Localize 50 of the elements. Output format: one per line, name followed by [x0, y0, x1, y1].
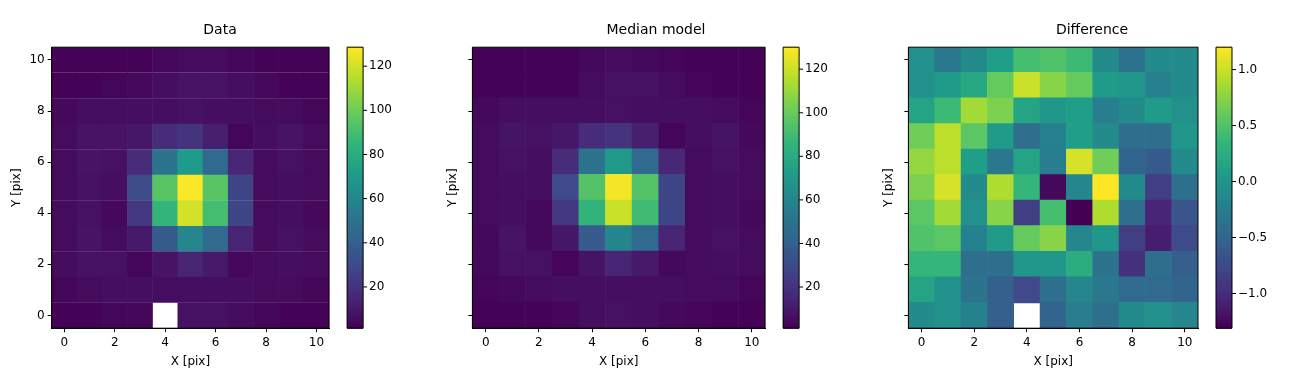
chart-title: Difference	[1055, 21, 1129, 38]
x-tick-label: 8	[1128, 334, 1136, 349]
color-bar-label: 60	[369, 190, 385, 205]
chart-title: Data	[203, 21, 237, 38]
color-bar-label: 100	[369, 102, 392, 117]
x-tick-label: 4	[588, 334, 596, 349]
x-tick-label: 6	[1075, 334, 1084, 349]
x-tick-label: 2	[110, 334, 119, 349]
x-tick-label: 0	[917, 334, 926, 349]
y-axis-title: Y [pix]	[9, 168, 24, 208]
color-bar-label: 40	[369, 234, 385, 249]
color-bar-label: −1.0	[1238, 285, 1268, 300]
x-tick-label: 6	[641, 334, 650, 349]
y-tick-label: 6	[37, 154, 45, 169]
color-bar-label: 120	[805, 61, 828, 76]
color-bar-label: 0.0	[1238, 173, 1258, 188]
x-tick-label: 4	[1023, 334, 1031, 349]
chart-title: Median model	[606, 21, 706, 38]
x-axis-title: X [pix]	[599, 353, 639, 368]
color-bar-label: 1.0	[1238, 61, 1258, 76]
x-tick-label: 10	[308, 334, 325, 349]
y-tick-label: 8	[37, 103, 45, 118]
x-tick-label: 8	[694, 334, 703, 349]
y-tick-label: 2	[37, 256, 45, 271]
color-bar-label: 60	[805, 192, 821, 207]
x-tick-label: 10	[1177, 334, 1193, 349]
x-tick-label: 2	[970, 334, 979, 349]
y-tick-label: 10	[29, 52, 45, 67]
x-tick-label: 6	[211, 334, 220, 349]
x-axis-title: X [pix]	[170, 353, 211, 368]
x-tick-label: 8	[262, 334, 270, 349]
color-bar-label: 20	[805, 279, 821, 294]
y-axis-title: Y [pix]	[881, 168, 896, 208]
x-tick-label: 10	[744, 334, 760, 349]
color-bar-label: 0.5	[1238, 117, 1258, 132]
color-bar-label: 80	[805, 148, 821, 163]
y-tick-label: 0	[37, 307, 45, 322]
x-tick-label: 0	[60, 334, 69, 349]
color-bar-label: 100	[805, 104, 828, 119]
color-bar-label: −0.5	[1238, 229, 1268, 244]
color-bar-label: 120	[369, 58, 392, 73]
x-tick-label: 2	[535, 334, 543, 349]
y-tick-label: 4	[37, 205, 45, 220]
x-tick-label: 0	[481, 334, 490, 349]
x-tick-label: 4	[161, 334, 169, 349]
color-bar-label: 20	[369, 279, 385, 294]
color-bar-label: 80	[369, 146, 385, 161]
x-axis-title: X [pix]	[1033, 353, 1073, 368]
y-axis-title: Y [pix]	[445, 168, 460, 208]
color-bar-label: 40	[805, 235, 821, 250]
